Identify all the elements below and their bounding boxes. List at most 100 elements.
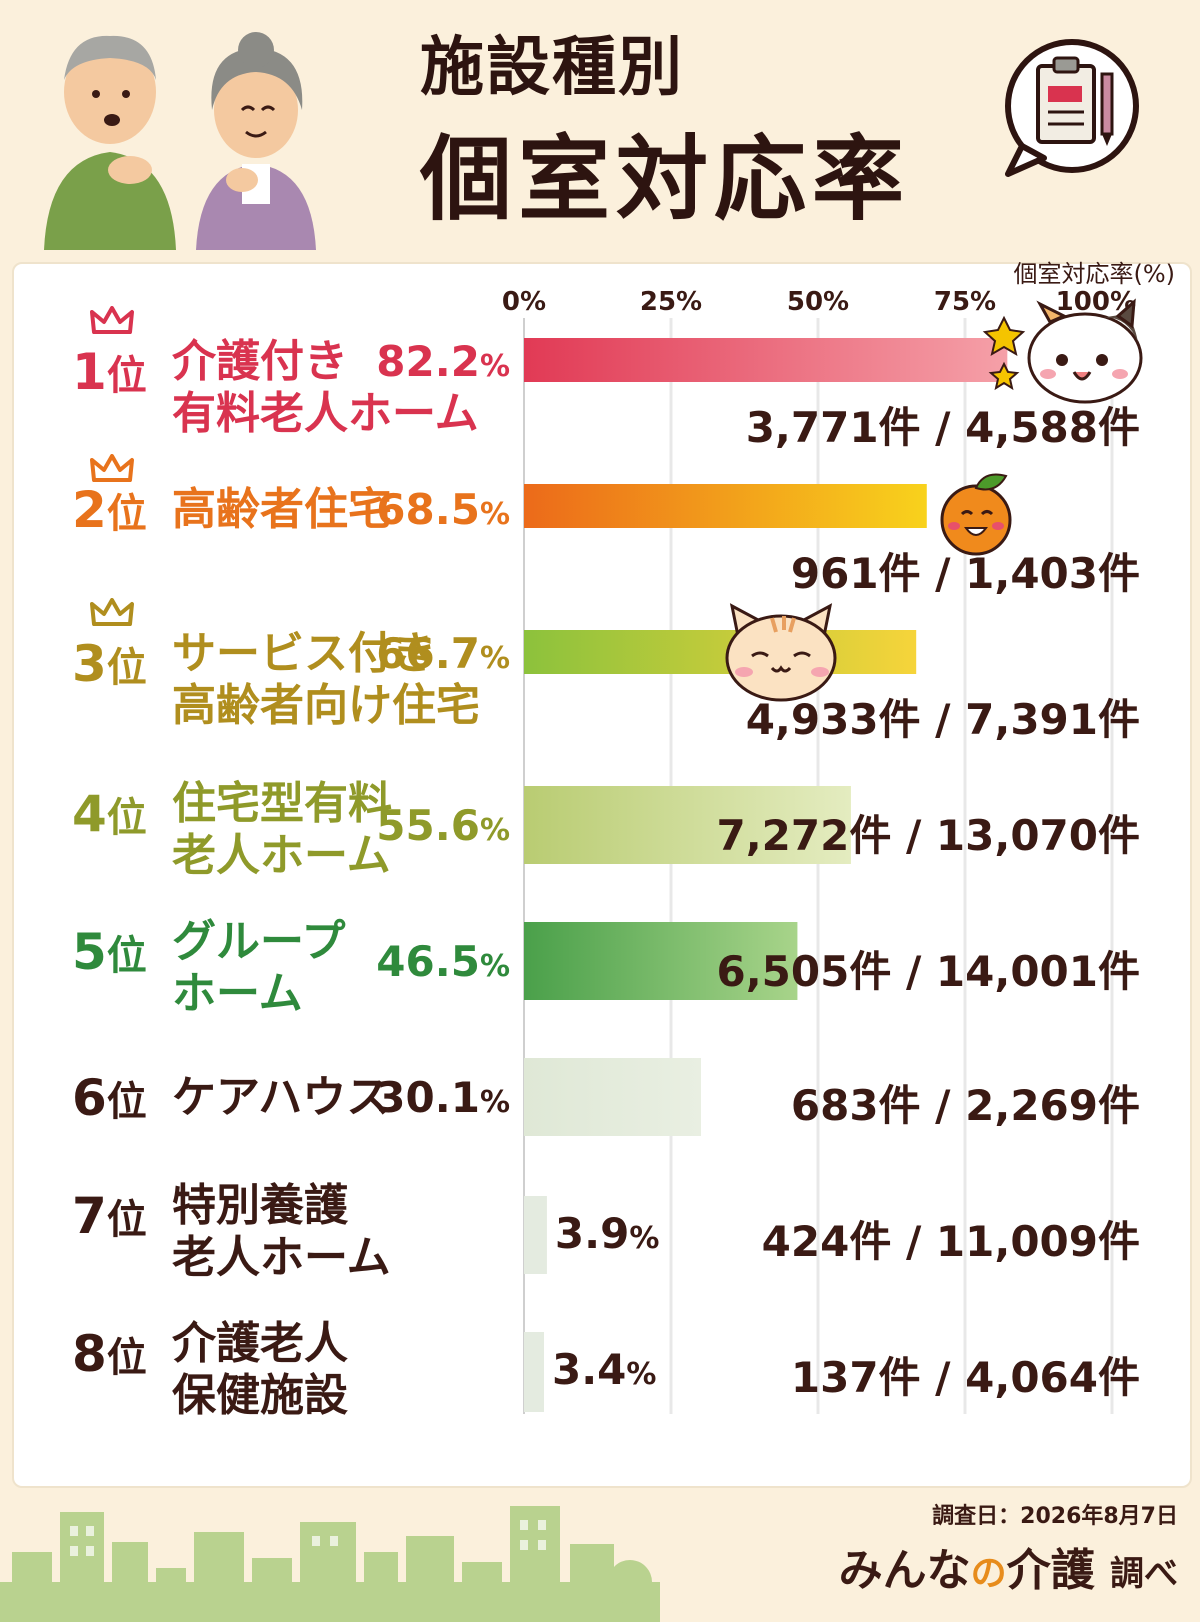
category-label: 特別養護 老人ホーム [172,1180,391,1284]
bar [524,922,798,1000]
category-label-line: 保健施設 [172,1370,348,1421]
data-label: 3.9% [555,1208,659,1265]
data-label-value: 30.1 [376,1073,480,1122]
rank-suffix: 位 [106,491,147,537]
rank-number: 8 [72,1325,107,1383]
x-tick-label: 50% [787,287,849,317]
category-label-line: 老人ホーム [172,830,391,881]
city-skyline-illustration [0,1506,660,1622]
rank-suffix: 位 [106,1079,147,1125]
count-label: 683件 / 2,269件 [790,1081,1140,1130]
category-label-line: 住宅型有料 [172,778,392,829]
rank-number: 1 [72,343,107,401]
bar [524,1196,547,1274]
rank-label: 4位 [72,788,147,844]
data-label-value: 55.6 [376,801,480,850]
data-label-value: 68.5 [376,485,480,534]
crown-icon [90,598,134,626]
data-label: 82.2% [376,336,510,393]
rank-label: 2位 [72,484,147,540]
category-label-line: サービス付き [172,628,436,679]
data-label: 30.1% [376,1072,510,1129]
data-label-unit: % [479,949,510,984]
rank-label: 8位 [72,1328,147,1384]
category-label-line: 老人ホーム [172,1232,391,1283]
mandarin-orange-icon [940,473,1012,556]
axis-unit-label: 個室対応率(%) [1013,260,1175,288]
rank-number: 7 [72,1187,107,1245]
brand-text-small: 調べ [1110,1554,1178,1594]
rank-suffix: 位 [106,795,147,841]
crown-icon [90,454,134,482]
count-label: 4,933件 / 7,391件 [745,695,1140,744]
data-label: 46.5% [376,936,510,993]
count-label: 961件 / 1,403件 [790,549,1140,598]
crown-icon [90,306,134,334]
count-label: 3,771件 / 4,588件 [745,403,1140,452]
survey-date: 調査日：2026年8月7日 [932,1504,1178,1529]
bar [524,1332,544,1412]
category-label: 介護老人 保健施設 [172,1318,348,1422]
rank-label: 5位 [72,926,147,982]
rank-suffix: 位 [106,645,147,691]
data-label: 66.7% [376,628,510,685]
page-title-line1: 施設種別 [420,31,684,105]
page-title-line2: 個室対応率 [420,126,911,233]
bar [524,786,851,864]
category-label: 高齢者住宅 [172,484,392,536]
data-label-unit: % [479,349,510,384]
brand-text-2: 介護 [1006,1545,1095,1596]
category-label-line: 高齢者向け住宅 [172,680,480,731]
brand-text-1: みんな [838,1545,971,1596]
brand-text-accent: の [970,1553,1007,1594]
brand-logo: みんなの介護 調べ [839,1534,1178,1598]
count-label: 424件 / 11,009件 [761,1217,1140,1266]
rank-suffix: 位 [106,1335,147,1381]
rank-number: 4 [72,785,107,843]
rank-label: 6位 [72,1072,147,1128]
category-label-line: 介護老人 [172,1318,348,1369]
data-label-value: 3.4 [551,1345,627,1394]
rank-number: 3 [72,635,107,693]
data-label: 3.4% [552,1344,656,1401]
rank-suffix: 位 [106,353,147,399]
rank-number: 2 [72,481,107,539]
data-label-unit: % [479,497,510,532]
data-label-value: 3.9 [554,1209,630,1258]
category-label-line: 特別養護 [172,1180,348,1231]
rank-suffix: 位 [106,933,147,979]
data-label-unit: % [626,1357,657,1392]
elderly-couple-illustration [44,32,316,250]
clipboard-icon [1005,39,1139,177]
category-label-line: ケアハウス [172,1072,391,1123]
rank-number: 5 [72,923,107,981]
count-label: 6,505件 / 14,001件 [716,947,1140,996]
x-tick-label: 0% [502,287,546,317]
category-label: 住宅型有料 老人ホーム [172,778,392,882]
data-label-value: 66.7 [376,629,480,678]
rank-label: 3位 [72,638,147,694]
count-label: 137件 / 4,064件 [790,1353,1140,1402]
category-label-line: グループ [172,916,346,967]
category-label-line: 介護付き [172,336,348,387]
data-label-unit: % [479,641,510,676]
data-label-value: 82.2 [376,337,480,386]
category-label-line: ホーム [172,968,303,1019]
count-label: 7,272件 / 13,070件 [716,811,1140,860]
bar [524,484,927,528]
bar [524,338,1008,382]
tabby-cat-icon [725,603,837,702]
data-label: 55.6% [376,800,510,857]
rank-suffix: 位 [106,1197,147,1243]
category-label-line: 有料老人ホーム [172,388,479,439]
data-label-unit: % [629,1221,660,1256]
rank-number: 6 [72,1069,107,1127]
category-label: ケアハウス [172,1072,390,1124]
category-label: 介護付き 有料老人ホーム [172,336,479,440]
rank-label: 1位 [72,346,147,402]
bar [524,630,917,674]
x-tick-label: 75% [934,287,996,317]
data-label-unit: % [479,1085,510,1120]
bar [524,1058,701,1136]
